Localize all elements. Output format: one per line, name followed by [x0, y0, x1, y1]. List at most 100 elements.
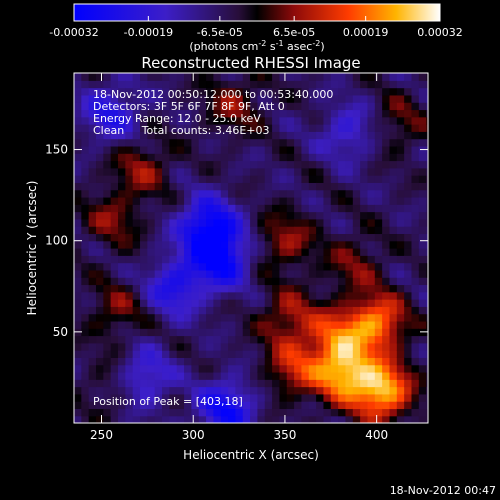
image-pixel: [374, 80, 383, 89]
image-pixel: [264, 124, 273, 132]
image-pixel: [110, 262, 119, 271]
image-pixel: [110, 357, 119, 366]
image-pixel: [264, 145, 273, 154]
image-pixel: [308, 233, 317, 242]
image-pixel: [360, 401, 369, 410]
image-pixel: [360, 73, 369, 81]
image-pixel: [125, 116, 134, 125]
image-pixel: [140, 87, 148, 96]
image-pixel: [74, 211, 82, 220]
image-pixel: [352, 364, 361, 373]
image-pixel: [250, 80, 259, 89]
image-pixel: [235, 94, 244, 103]
image-pixel: [147, 335, 156, 344]
image-pixel: [184, 226, 192, 235]
image-pixel: [382, 306, 391, 315]
image-pixel: [162, 320, 170, 329]
image-pixel: [132, 299, 141, 307]
image-pixel: [74, 138, 82, 147]
image-pixel: [242, 393, 251, 402]
image-pixel: [132, 262, 141, 271]
image-pixel: [352, 313, 361, 322]
image-pixel: [272, 153, 281, 162]
image-pixel: [294, 291, 303, 300]
image-pixel: [213, 226, 222, 235]
image-pixel: [242, 182, 251, 191]
image-pixel: [154, 73, 163, 81]
image-pixel: [396, 320, 405, 329]
image-pixel: [286, 284, 295, 293]
image-pixel: [213, 218, 222, 227]
image-pixel: [213, 153, 222, 162]
image-pixel: [338, 218, 347, 227]
image-pixel: [294, 335, 303, 344]
image-pixel: [404, 269, 413, 278]
image-pixel: [118, 277, 126, 286]
image-pixel: [220, 335, 229, 344]
image-pixel: [81, 240, 90, 249]
image-pixel: [264, 262, 273, 271]
image-pixel: [294, 357, 303, 366]
image-pixel: [294, 73, 303, 81]
colorbar-ticks: -0.00032 -0.00019 -6.5e-05 6.5e-05 0.00019 0.…: [49, 16, 463, 39]
image-pixel: [345, 269, 354, 278]
image-pixel: [242, 131, 251, 140]
image-pixel: [426, 320, 428, 329]
image-pixel: [352, 393, 361, 402]
image-pixel: [404, 124, 413, 132]
image-pixel: [154, 277, 163, 286]
image-pixel: [213, 371, 222, 380]
image-pixel: [184, 116, 192, 125]
image-pixel: [220, 357, 229, 366]
image-pixel: [198, 131, 207, 140]
image-pixel: [198, 211, 207, 220]
image-pixel: [250, 233, 259, 242]
image-pixel: [235, 226, 244, 235]
image-pixel: [330, 371, 339, 380]
image-pixel: [213, 299, 222, 307]
image-pixel: [220, 248, 229, 256]
image-pixel: [132, 255, 141, 264]
image-pixel: [250, 196, 259, 205]
image-pixel: [316, 94, 325, 103]
image-pixel: [382, 386, 391, 395]
image-pixel: [184, 204, 192, 213]
image-pixel: [360, 328, 369, 337]
image-pixel: [301, 175, 310, 183]
image-pixel: [118, 248, 126, 256]
image-pixel: [169, 116, 178, 125]
image-pixel: [345, 342, 354, 351]
image-pixel: [103, 218, 112, 227]
image-pixel: [110, 138, 119, 147]
image-pixel: [191, 73, 200, 81]
image-pixel: [264, 371, 273, 380]
image-pixel: [330, 255, 339, 264]
image-pixel: [352, 138, 361, 147]
image-pixel: [162, 342, 170, 351]
image-pixel: [250, 277, 259, 286]
image-pixel: [426, 153, 428, 162]
image-pixel: [74, 277, 82, 286]
image-pixel: [294, 313, 303, 322]
image-pixel: [140, 320, 148, 329]
image-pixel: [396, 313, 405, 322]
image-pixel: [110, 386, 119, 395]
image-pixel: [154, 87, 163, 96]
image-pixel: [162, 116, 170, 125]
image-pixel: [360, 248, 369, 256]
image-pixel: [110, 124, 119, 132]
image-pixel: [338, 335, 347, 344]
image-pixel: [250, 379, 259, 388]
image-pixel: [308, 386, 317, 395]
image-pixel: [301, 160, 310, 169]
image-pixel: [382, 357, 391, 366]
image-pixel: [338, 386, 347, 395]
image-pixel: [294, 248, 303, 256]
image-pixel: [418, 255, 427, 264]
image-pixel: [96, 218, 104, 227]
image-pixel: [367, 94, 376, 103]
image-pixel: [316, 87, 325, 96]
image-pixel: [220, 73, 229, 81]
image-pixel: [389, 335, 398, 344]
image-pixel: [220, 145, 229, 154]
